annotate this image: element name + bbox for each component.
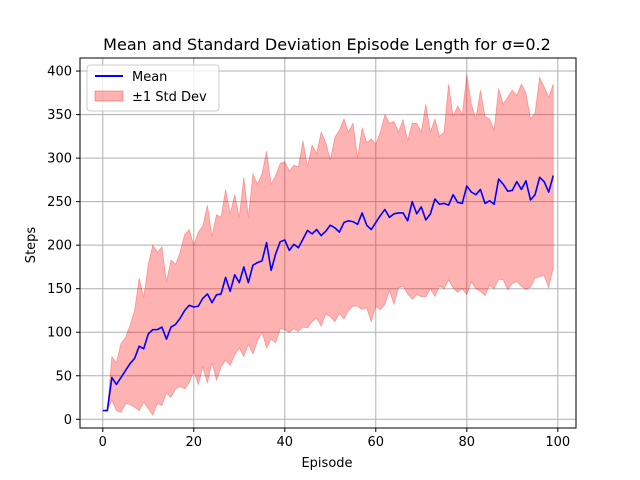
y-tick-label: 250 bbox=[47, 195, 72, 210]
legend-mean-label: Mean bbox=[132, 70, 167, 85]
plot-frame bbox=[79, 57, 577, 429]
mean-line-layer bbox=[102, 175, 555, 412]
x-axis-label: Episode bbox=[301, 456, 352, 471]
chart-title: Mean and Standard Deviation Episode Leng… bbox=[103, 35, 551, 54]
y-tick-label: 150 bbox=[47, 282, 72, 297]
mean-line bbox=[102, 175, 555, 412]
x-tick-label: 40 bbox=[276, 435, 293, 450]
gridlines bbox=[80, 58, 576, 428]
legend-band-label: ±1 Std Dev bbox=[132, 90, 207, 105]
y-axis-label: Steps bbox=[24, 227, 39, 264]
y-tick-label: 200 bbox=[47, 239, 72, 254]
x-tick-label: 100 bbox=[545, 435, 570, 450]
legend: Mean ±1 Std Dev bbox=[86, 64, 220, 112]
y-tick-label: 300 bbox=[47, 152, 72, 167]
y-tick-label: 400 bbox=[47, 65, 72, 80]
x-ticks: 0 20 40 60 80 100 bbox=[99, 428, 570, 450]
x-tick-label: 20 bbox=[185, 435, 202, 450]
x-tick-label: 80 bbox=[459, 435, 476, 450]
y-tick-label: 350 bbox=[47, 108, 72, 123]
x-tick-label: 0 bbox=[99, 435, 107, 450]
y-tick-label: 50 bbox=[55, 369, 72, 384]
legend-band-swatch bbox=[94, 90, 124, 102]
y-ticks: 0 50 100 150 200 250 300 350 400 bbox=[47, 65, 80, 428]
y-tick-label: 100 bbox=[47, 326, 72, 341]
y-tick-label: 0 bbox=[64, 413, 72, 428]
x-tick-label: 60 bbox=[368, 435, 385, 450]
